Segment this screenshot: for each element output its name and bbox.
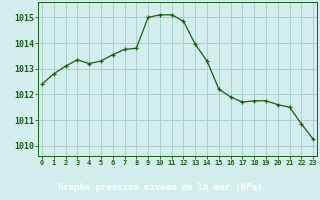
Text: Graphe pression niveau de la mer (hPa): Graphe pression niveau de la mer (hPa) bbox=[58, 182, 262, 192]
